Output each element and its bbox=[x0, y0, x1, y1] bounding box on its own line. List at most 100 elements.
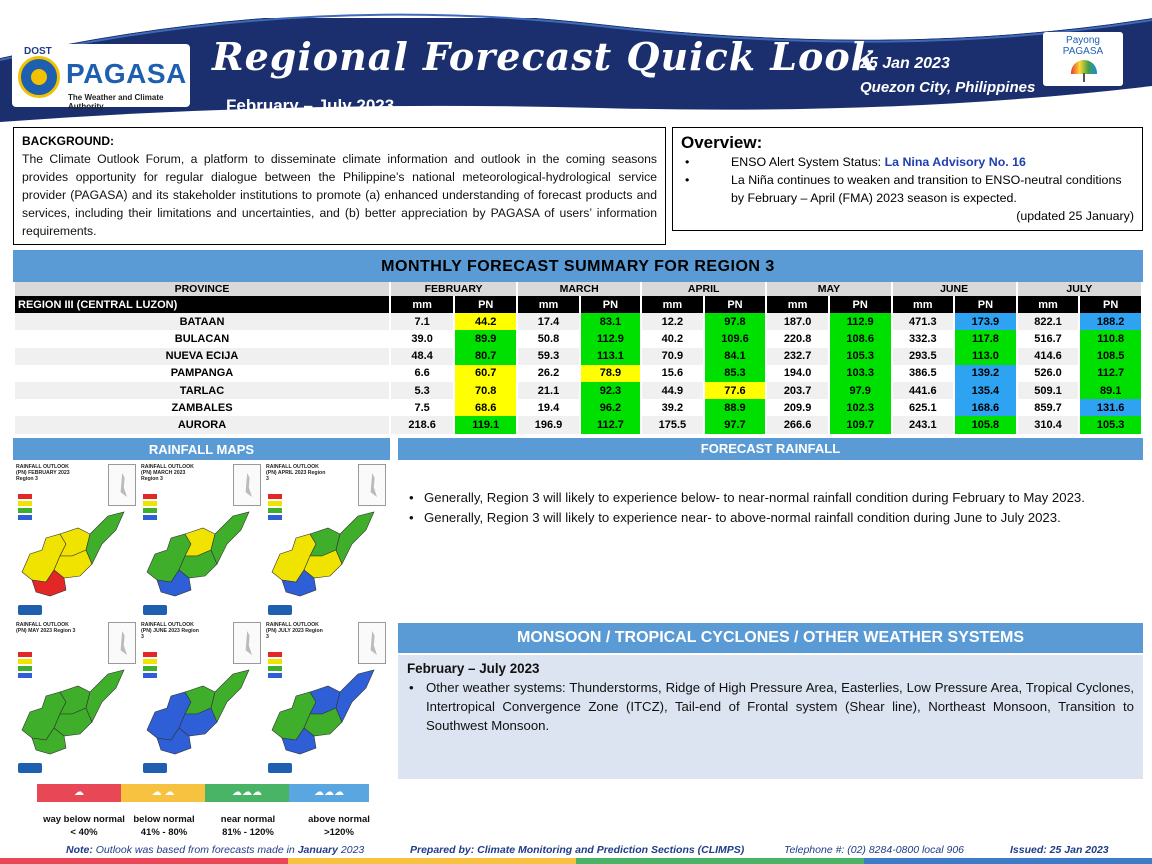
background-heading: BACKGROUND: bbox=[22, 134, 114, 148]
legend-label: below normal 41% - 80% bbox=[133, 814, 195, 838]
month-header: MARCH bbox=[518, 282, 641, 296]
footer-note: Note: Outlook was based from forecasts m… bbox=[66, 844, 365, 856]
pn-cell: 109.7 bbox=[829, 416, 891, 434]
map-legend bbox=[143, 652, 157, 680]
rainfall-map: RAINFALL OUTLOOK (PN) APRIL 2023 Region … bbox=[264, 462, 388, 617]
legend-label: near normal 81% - 120% bbox=[220, 814, 276, 838]
rainfall-map-label: RAINFALL OUTLOOK (PN) JUNE 2023 Region 3 bbox=[141, 622, 199, 640]
pn-cell: 108.6 bbox=[829, 330, 891, 348]
enso-label: ENSO Alert System Status: bbox=[731, 155, 885, 169]
pn-cell: 188.2 bbox=[1080, 313, 1141, 331]
province-cell: BULACAN bbox=[15, 330, 389, 348]
mm-cell: 526.0 bbox=[1034, 367, 1062, 380]
location-inset-map bbox=[358, 622, 386, 664]
pn-cell: 112.9 bbox=[829, 313, 891, 331]
pn-cell: 139.2 bbox=[955, 364, 1016, 382]
pn-cell: 119.1 bbox=[455, 416, 517, 434]
location-inset-map bbox=[108, 622, 136, 664]
mm-col-header: mm bbox=[1017, 296, 1079, 314]
mm-cell: 17.4 bbox=[518, 313, 579, 331]
rainfall-map: RAINFALL OUTLOOK (PN) JUNE 2023 Region 3 bbox=[139, 620, 263, 775]
pagasa-mini-logo bbox=[18, 605, 42, 615]
footer-color-strip bbox=[0, 858, 1152, 864]
mm-cell: 6.6 bbox=[414, 367, 430, 380]
forecast-rainfall-item: Generally, Region 3 will likely to exper… bbox=[408, 508, 1136, 527]
pagasa-mini-logo bbox=[18, 763, 42, 773]
page-period: February – July 2023 bbox=[226, 96, 395, 115]
mm-cell: 243.1 bbox=[892, 416, 954, 434]
mm-cell: 59.3 bbox=[518, 347, 579, 365]
rainfall-map-label: RAINFALL OUTLOOK (PN) APRIL 2023 Region … bbox=[266, 464, 326, 482]
mm-cell: 509.1 bbox=[1017, 381, 1079, 400]
mm-cell: 414.6 bbox=[1017, 347, 1079, 365]
pagasa-mini-logo bbox=[268, 605, 292, 615]
pn-cell: 89.1 bbox=[1080, 381, 1141, 400]
mm-cell: 70.9 bbox=[642, 347, 703, 365]
province-cell: TARLAC bbox=[15, 381, 389, 400]
province-cell: AURORA bbox=[15, 416, 389, 434]
pn-cell: 80.7 bbox=[455, 347, 517, 365]
mm-cell: 625.1 bbox=[909, 401, 937, 414]
table-row: PAMPANGA 6.6 60.7 26.2 78.9 15.6 85.3 194.0 103.… bbox=[15, 364, 1141, 382]
location-inset-map bbox=[108, 464, 136, 506]
mm-cell: 40.2 bbox=[661, 332, 684, 345]
mm-cell: 471.3 bbox=[892, 313, 954, 331]
pn-cell: 77.6 bbox=[704, 381, 766, 400]
map-legend bbox=[268, 494, 282, 522]
page-title: Regional Forecast Quick Look bbox=[212, 34, 879, 79]
mm-cell: 859.7 bbox=[1034, 401, 1062, 414]
location-inset-map bbox=[233, 622, 261, 664]
cloud-icon: ☁ bbox=[74, 787, 84, 798]
overview-list: ENSO Alert System Status: La Nina Adviso… bbox=[681, 153, 1134, 207]
pn-cell: 84.1 bbox=[704, 347, 766, 365]
pn-cell: 113.0 bbox=[955, 347, 1016, 365]
monsoon-panel: February – July 2023 Other weather syste… bbox=[398, 655, 1143, 779]
monsoon-period: February – July 2023 bbox=[407, 661, 540, 676]
dost-label: DOST bbox=[24, 46, 52, 57]
pn-cell: 60.7 bbox=[455, 364, 517, 382]
month-header: APRIL bbox=[642, 282, 766, 296]
map-legend bbox=[18, 652, 32, 680]
region-3-map bbox=[21, 511, 125, 597]
mm-cell: 293.5 bbox=[892, 347, 954, 365]
month-header: JUNE bbox=[892, 282, 1016, 296]
province-cell: ZAMBALES bbox=[15, 399, 389, 417]
province-cell: BATAAN bbox=[15, 313, 389, 331]
pn-col-header: PN bbox=[955, 296, 1016, 314]
mm-col-header: mm bbox=[767, 296, 828, 314]
pn-col-header: PN bbox=[455, 296, 517, 314]
rainfall-map: RAINFALL OUTLOOK (PN) MAY 2023 Region 3 bbox=[14, 620, 138, 775]
cloud-icon: ☁☁☁ bbox=[232, 787, 262, 798]
pn-cell: 96.2 bbox=[580, 399, 641, 417]
pn-cell: 105.3 bbox=[1080, 416, 1141, 434]
pn-cell: 85.3 bbox=[704, 364, 766, 382]
pn-cell: 112.9 bbox=[580, 330, 641, 348]
umbrella-icon bbox=[1071, 60, 1097, 74]
rainfall-map-label: RAINFALL OUTLOOK (PN) JULY 2023 Region 3 bbox=[266, 622, 323, 640]
mm-cell: 194.0 bbox=[783, 367, 812, 380]
payong-pagasa-label: Payong PAGASA bbox=[1062, 35, 1104, 57]
rain-cloud-icon: ☁☁☁ bbox=[314, 787, 344, 798]
mm-cell: 39.0 bbox=[411, 332, 433, 345]
rainfall-map-label: RAINFALL OUTLOOK (PN) MAY 2023 Region 3 bbox=[16, 622, 76, 634]
cloud-icon: ☁ ☁ bbox=[151, 787, 175, 798]
overview-item: ENSO Alert System Status: La Nina Adviso… bbox=[681, 153, 1134, 171]
pn-cell: 105.3 bbox=[829, 347, 891, 365]
payong-pagasa-logo: Payong PAGASA bbox=[1043, 32, 1123, 86]
pn-cell: 117.8 bbox=[955, 330, 1016, 348]
region-3-map bbox=[146, 669, 250, 755]
pn-cell: 173.9 bbox=[955, 313, 1016, 331]
mm-cell: 203.7 bbox=[767, 381, 828, 400]
mm-col-header: mm bbox=[391, 296, 454, 314]
header-banner bbox=[0, 0, 1152, 122]
region-3-map bbox=[271, 669, 375, 755]
pn-cell: 83.1 bbox=[580, 313, 641, 331]
pn-cell: 89.9 bbox=[455, 330, 517, 348]
pagasa-mini-logo bbox=[143, 763, 167, 773]
enso-status-link[interactable]: La Nina Advisory No. 16 bbox=[884, 155, 1026, 169]
pn-cell: 112.7 bbox=[580, 416, 641, 434]
overview-box: Overview: ENSO Alert System Status: La N… bbox=[672, 127, 1143, 231]
region-label: REGION III (CENTRAL LUZON) bbox=[15, 296, 389, 314]
map-legend bbox=[18, 494, 32, 522]
pn-cell: 131.6 bbox=[1080, 399, 1141, 417]
